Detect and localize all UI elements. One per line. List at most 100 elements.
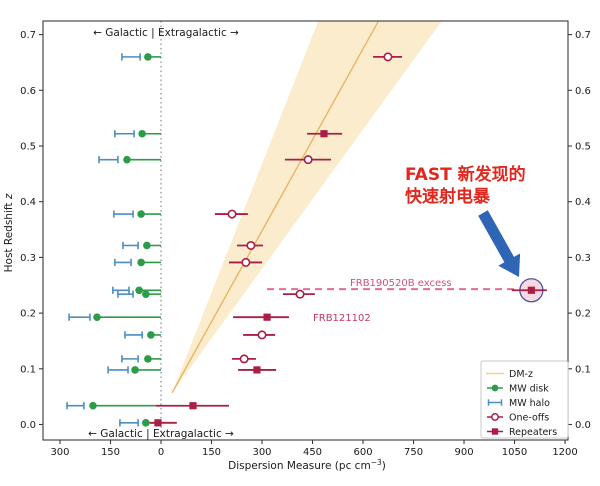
y-axis: 0.0 0.0 0.1 0.1 0.2 0.2 0.3 0.3 0.4 0.4 0.5 0.5 0.6 0… [20, 30, 591, 431]
frb-row [114, 129, 343, 138]
y-tick-label-left: 0.7 [20, 30, 36, 41]
frb-row [66, 401, 230, 410]
mw-disk-point [144, 355, 152, 363]
repeater-point [263, 313, 271, 321]
frb-row [124, 330, 276, 340]
mw-disk-point [137, 210, 145, 218]
y-tick-label-left: 0.5 [20, 142, 36, 153]
galactic-extragalactic-bottom: ← Galactic | Extragalactic → [88, 428, 234, 440]
frb190520b-excess-label: FRB190520B excess [350, 278, 452, 289]
one-off-point [241, 257, 251, 267]
repeater-point [527, 286, 535, 294]
legend-label-repeaters: Repeaters [509, 427, 557, 438]
dm-z-relation-group [171, 21, 442, 394]
x-tick-label: 1050 [502, 447, 527, 458]
y-tick-label-right: 0.4 [575, 197, 591, 208]
y-tick-label-left: 0.3 [20, 253, 36, 264]
mw-disk-point [93, 313, 101, 321]
y-tick-label-right: 0.1 [575, 364, 591, 375]
fast-annotation-line2: 快速射电暴 [405, 187, 490, 207]
frb-row [107, 366, 277, 374]
plot-frame [42, 20, 569, 441]
repeater-point [320, 130, 328, 138]
mw-disk-point [137, 258, 145, 267]
y-tick-label-right: 0.5 [575, 142, 591, 153]
legend-label-one-offs: One-offs [509, 412, 549, 423]
one-off-point [295, 289, 305, 299]
frb121102-label: FRB121102 [313, 313, 371, 324]
frb-row [117, 289, 315, 299]
legend-repeaters-point [491, 428, 499, 435]
one-off-point [303, 155, 313, 165]
x-tick-label: 300 [50, 447, 69, 458]
legend-label-mw-disk: MW disk [509, 383, 549, 394]
y-tick-label-left: 0.6 [20, 86, 36, 97]
frb-row [112, 286, 547, 295]
x-tick-label: 600 [353, 447, 372, 458]
mw-disk-point [143, 241, 151, 250]
frb-rows-group [66, 52, 547, 427]
legend: DM-z MW disk MW halo One-offs Repeaters [480, 360, 569, 439]
legend-label-dm-z: DM-z [509, 369, 533, 380]
repeater-point [154, 419, 162, 427]
frb-row [121, 354, 256, 364]
legend-box [480, 360, 569, 439]
y-tick-label-left: 0.1 [20, 364, 36, 375]
mw-disk-point [89, 401, 97, 410]
legend-entry-one-offs: One-offs [487, 412, 549, 423]
fast-annotation-line1: FAST 新发现的 [405, 165, 526, 185]
frb-row [121, 52, 403, 62]
dm-z-band [172, 21, 442, 393]
mw-disk-point [142, 290, 150, 298]
x-tick-label: 450 [303, 447, 322, 458]
fast-arrow-icon [478, 210, 521, 277]
frb-row [114, 257, 263, 267]
mw-disk-point [142, 419, 150, 427]
one-off-point [227, 209, 237, 219]
x-tick-label: 150 [101, 447, 120, 458]
frb-row [122, 240, 264, 250]
y-tick-label-left: 0.2 [20, 309, 36, 320]
legend-label-mw-halo: MW halo [509, 398, 550, 409]
x-tick-label: 1200 [552, 447, 577, 458]
fast-annotation: FAST 新发现的 快速射电暴 [405, 164, 565, 208]
one-off-point [257, 330, 267, 340]
legend-entry-repeaters: Repeaters [487, 427, 557, 438]
one-off-point [383, 52, 393, 62]
dm-z-line [171, 21, 380, 394]
frb-row [113, 209, 248, 219]
legend-one-offs-point [491, 413, 499, 421]
y-tick-label-right: 0.0 [575, 420, 591, 431]
mw-disk-point [135, 286, 143, 295]
x-tick-label: 0 [158, 447, 164, 458]
y-tick-label-right: 0.3 [575, 253, 591, 264]
legend-entry-mw-disk: MW disk [487, 383, 549, 394]
one-off-point [239, 354, 249, 364]
x-axis: 300 150 0 150 300 450 600 750 900 1050 1200 [50, 440, 578, 458]
x-tick-label: 300 [252, 447, 271, 458]
mw-disk-point [144, 53, 152, 61]
y-axis-title: Host Redshift z [3, 193, 15, 272]
x-tick-label: 150 [202, 447, 221, 458]
x-tick-label: 900 [454, 447, 473, 458]
y-tick-label-left: 0.4 [20, 197, 36, 208]
mw-disk-point [131, 366, 139, 374]
x-axis-title: Dispersion Measure (pc cm−3) [228, 458, 386, 472]
y-tick-label-left: 0.0 [20, 420, 36, 431]
repeater-point [189, 402, 197, 410]
frb-row [119, 419, 177, 427]
legend-entry-dm-z: DM-z [486, 369, 533, 380]
mw-disk-point [138, 129, 146, 138]
frb-row [98, 155, 332, 165]
x-tick-label: 750 [404, 447, 423, 458]
galactic-extragalactic-top: ← Galactic | Extragalactic → [93, 27, 239, 39]
legend-mw-disk-point [491, 384, 499, 392]
y-tick-label-right: 0.2 [575, 309, 591, 320]
y-tick-label-right: 0.6 [575, 86, 591, 97]
mw-disk-point [123, 155, 131, 164]
one-off-point [246, 240, 256, 250]
y-tick-label-right: 0.7 [575, 30, 591, 41]
repeater-point [253, 366, 261, 374]
